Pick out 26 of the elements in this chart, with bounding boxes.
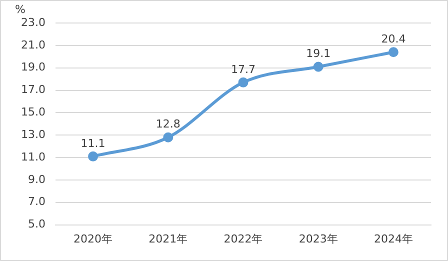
y-tick-label: 15.0 [20,106,46,119]
x-tick-label: 2024年 [374,232,413,246]
y-tick-label: 19.0 [20,60,46,74]
point [88,151,98,162]
x-tick-label: 2022年 [224,232,263,246]
y-tick-label: 11.0 [20,150,46,164]
y-tick-label: 7.0 [28,195,46,208]
data-label: 19.1 [306,47,331,60]
data-label: 20.4 [381,32,406,46]
data-label: 12.8 [156,118,180,131]
y-tick-label: 9.0 [28,172,46,186]
data-label: 17.7 [230,62,256,76]
point [163,132,174,142]
x-tick-label: 2021年 [148,232,188,246]
y-tick-label: 17.0 [20,83,46,96]
x-tick-label: 2023年 [298,232,338,246]
y-tick-label: 21.0 [20,38,46,52]
point [313,62,324,72]
y-tick-label: 5.0 [28,218,46,231]
data-label: 11.1 [80,136,106,150]
x-tick-label: 2020年 [74,232,113,246]
y-tick-label: 23.0 [20,16,46,29]
point [238,77,248,88]
y-tick-label: 13.0 [20,128,46,141]
point [388,47,398,58]
y-axis-title: % [15,2,26,16]
